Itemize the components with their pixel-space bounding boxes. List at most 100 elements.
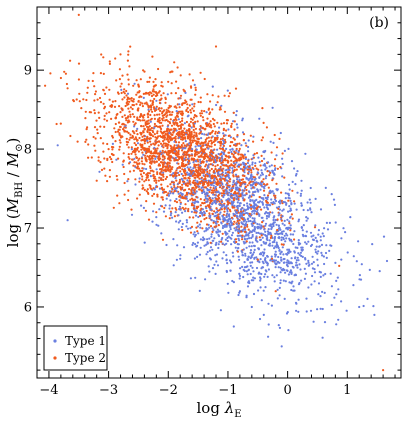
point-type1: [280, 236, 283, 239]
point-type2: [175, 172, 178, 175]
point-type1: [251, 157, 254, 160]
point-type2: [179, 145, 182, 148]
point-type2: [162, 178, 165, 182]
point-type1: [154, 107, 157, 110]
point-type1: [284, 197, 287, 200]
point-type1: [282, 279, 285, 282]
point-type1: [290, 262, 293, 265]
point-type2: [153, 107, 156, 110]
point-type2: [132, 120, 135, 123]
point-type2: [242, 139, 245, 142]
point-type2: [176, 146, 179, 149]
y-axis-label-slash: /: [4, 167, 22, 182]
point-type2: [248, 165, 251, 168]
point-type2: [97, 156, 100, 159]
point-type2: [196, 158, 199, 161]
point-type2: [179, 94, 183, 97]
point-type1: [257, 247, 260, 250]
point-type1: [297, 218, 301, 221]
point-type2: [139, 78, 142, 81]
point-type2: [206, 175, 209, 178]
point-type2: [148, 158, 151, 161]
point-type2: [96, 128, 99, 131]
point-type2: [208, 197, 211, 200]
point-type2: [203, 128, 207, 131]
point-type1: [315, 239, 318, 242]
point-type2: [77, 13, 80, 16]
point-type2: [178, 157, 181, 160]
point-type2: [179, 120, 182, 124]
point-type2: [195, 226, 198, 229]
point-type2: [195, 164, 198, 167]
point-type1: [208, 237, 211, 240]
point-type1: [244, 183, 247, 186]
point-type2: [161, 158, 164, 161]
point-type2: [102, 56, 105, 59]
point-type2: [182, 174, 185, 177]
point-type2: [183, 144, 186, 147]
point-type1: [316, 264, 319, 267]
point-type2: [187, 162, 190, 165]
point-type1: [300, 179, 303, 182]
point-type1: [236, 215, 239, 218]
point-type1: [325, 221, 328, 224]
point-type1: [237, 293, 240, 297]
point-type2: [200, 160, 204, 164]
point-type2: [163, 151, 166, 154]
point-type2: [177, 87, 180, 90]
point-type1: [259, 227, 262, 230]
point-type1: [292, 233, 295, 236]
point-type2: [187, 207, 190, 211]
point-type1: [282, 200, 285, 204]
point-type2: [150, 108, 153, 111]
point-type2: [161, 161, 164, 164]
point-type1: [250, 305, 253, 309]
point-type1: [226, 208, 229, 211]
point-type2: [190, 202, 194, 205]
point-type1: [217, 246, 220, 250]
point-type2: [175, 80, 178, 83]
point-type1: [263, 157, 266, 160]
point-type2: [166, 130, 169, 133]
point-type1: [294, 264, 298, 267]
point-type2: [107, 148, 110, 151]
point-type2: [204, 155, 207, 158]
point-type2: [188, 182, 191, 185]
point-type1: [168, 207, 171, 210]
point-type1: [254, 177, 257, 180]
point-type2: [119, 134, 122, 137]
point-type2: [143, 163, 146, 166]
point-type1: [244, 142, 247, 145]
point-type2: [212, 151, 215, 154]
point-type1: [180, 225, 183, 229]
point-type2: [206, 93, 209, 96]
point-type1: [253, 248, 256, 251]
point-type1: [224, 169, 227, 172]
point-type2: [103, 167, 106, 170]
point-type2: [231, 188, 234, 192]
point-type2: [191, 181, 194, 184]
point-type1: [255, 198, 258, 201]
point-type2: [195, 153, 198, 156]
point-type1: [232, 281, 235, 284]
point-type2: [212, 191, 215, 194]
point-type2: [208, 140, 211, 143]
point-type1: [228, 188, 231, 191]
point-type2: [148, 93, 151, 96]
point-type2: [118, 139, 121, 142]
point-type1: [211, 239, 214, 242]
point-type1: [330, 244, 333, 247]
x-axis-label-subscript: E: [234, 409, 241, 420]
point-type1: [242, 220, 245, 223]
point-type2: [113, 127, 116, 130]
point-type2: [95, 179, 98, 182]
point-type2: [220, 208, 223, 211]
point-type2: [209, 151, 212, 154]
point-type2: [87, 79, 90, 82]
point-type2: [141, 135, 144, 138]
point-type1: [287, 147, 290, 150]
point-type2: [199, 204, 202, 207]
point-type2: [131, 107, 134, 111]
point-type2: [198, 155, 201, 158]
point-type2: [265, 126, 268, 129]
